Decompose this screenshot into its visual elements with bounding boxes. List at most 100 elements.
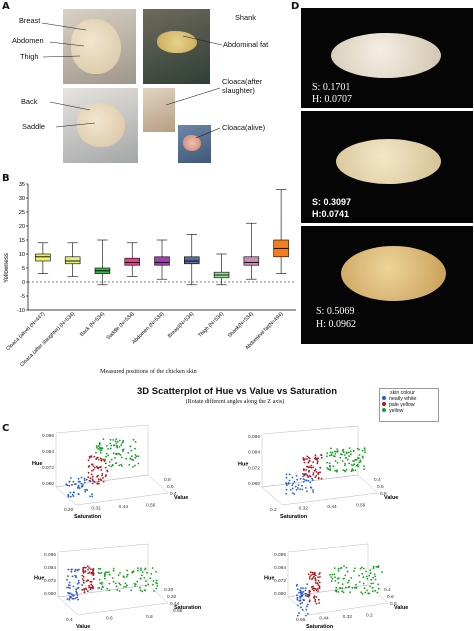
scatter-point: [132, 466, 134, 468]
scatter-point: [332, 455, 335, 457]
y-tick-label: -10: [17, 308, 25, 314]
scatter-point: [315, 457, 318, 460]
scatter-point: [315, 471, 318, 473]
scatter-point: [343, 565, 345, 567]
scatter-point: [150, 573, 153, 575]
scatter-point: [296, 597, 299, 599]
scatter-point: [77, 579, 80, 582]
scatter-point: [361, 449, 364, 452]
scatter-point: [70, 477, 72, 479]
scatter-point: [97, 458, 100, 461]
scatter-point: [92, 578, 95, 580]
scatter-point: [84, 489, 86, 491]
scatter-point: [339, 456, 342, 459]
scatter-point: [78, 581, 80, 584]
scatter-point: [309, 481, 312, 484]
scatter-point: [318, 581, 321, 584]
scatter-point: [90, 463, 93, 466]
z-axis-label: Hue: [32, 461, 42, 467]
scatter-point: [336, 450, 339, 453]
scatter-point: [311, 479, 314, 481]
box-body: [184, 256, 200, 265]
floor: [287, 584, 389, 616]
scatter-point: [76, 594, 79, 597]
y-tick-label: 0.20: [164, 587, 174, 593]
scatter-point: [287, 483, 290, 485]
scatter-point: [72, 480, 75, 483]
scatter-point: [355, 583, 357, 586]
x-tick-label: 0.32: [343, 614, 353, 620]
x-tick-label: Saddle (N=534): [106, 311, 136, 341]
scatter-point: [350, 577, 353, 579]
scatter-point: [352, 464, 355, 467]
scatter-point: [337, 591, 340, 593]
scatter-point: [105, 462, 107, 465]
y-tick-label: 0.32: [167, 594, 177, 600]
scatter-point: [137, 567, 139, 569]
x-tick-label: 0.32: [299, 506, 309, 512]
scatter-point: [337, 567, 340, 570]
scatter-point: [67, 495, 70, 498]
scatter-point: [116, 440, 119, 443]
scatter-point: [100, 458, 103, 460]
scatter-point: [68, 598, 71, 601]
scatter-point: [97, 587, 99, 589]
scatter-point: [352, 449, 355, 452]
scatter-point: [354, 469, 357, 472]
scatter-point: [343, 577, 345, 580]
z-tick-label: 0.072: [44, 578, 56, 584]
x-tick-label: Thigh (N=534): [197, 311, 225, 339]
scatter-point: [80, 476, 83, 479]
scatter-point: [106, 469, 109, 472]
scatter-point: [347, 451, 350, 454]
box-body: [64, 256, 81, 265]
scatter-point: [103, 575, 106, 578]
z-axis-label: Hue: [264, 576, 274, 582]
box-3: [94, 239, 111, 286]
scatter-point: [81, 584, 83, 586]
scatter-point: [339, 587, 342, 589]
scatter-point: [114, 582, 117, 585]
panel-letter-c: C: [2, 423, 10, 434]
scatter-point: [313, 575, 315, 578]
scatter-point: [345, 468, 348, 471]
scatter-point: [84, 570, 87, 572]
plot-box: [57, 543, 169, 616]
scatter-point: [84, 566, 87, 569]
scatter-point: [71, 484, 73, 486]
scatter-point: [69, 491, 72, 494]
scatter-point: [139, 586, 141, 589]
back-wall: [261, 425, 359, 488]
scatter-point: [78, 568, 80, 571]
scatter-point: [320, 477, 323, 480]
scatter-point: [370, 582, 373, 585]
scatter-point: [83, 589, 86, 591]
scatter-point: [317, 477, 320, 479]
back-wall: [55, 424, 149, 488]
scatter-point: [337, 582, 340, 584]
z-tick-label: 0.060: [274, 591, 286, 597]
y-tick-label: 15: [19, 238, 25, 244]
scatter-point: [301, 608, 304, 611]
scatter-point: [68, 581, 71, 584]
scatter-point: [366, 589, 369, 592]
scatter-point: [361, 592, 364, 595]
y-tick-label: 0.4: [374, 477, 381, 483]
scatter-point: [123, 586, 125, 588]
scatter-point: [105, 455, 107, 458]
x-axis-label: Measured positions of the chicken skin: [100, 368, 197, 375]
scatter-point: [115, 462, 118, 465]
scatter-point: [293, 480, 296, 483]
scatter-point: [375, 565, 378, 568]
scatter-point: [369, 585, 371, 588]
scatter-point: [319, 471, 321, 474]
y-tick-label: 0.8: [390, 601, 397, 607]
scatter-point: [126, 569, 128, 572]
label-abdominal-fat: Abdominal fat: [223, 40, 269, 49]
scatter-point: [372, 567, 375, 570]
scatter-point: [303, 469, 305, 472]
scatter-point: [351, 587, 354, 589]
x-tick-label: Abdomen (N=534): [131, 311, 166, 346]
photo-d-1: [301, 8, 473, 108]
scatter-point: [299, 488, 301, 491]
